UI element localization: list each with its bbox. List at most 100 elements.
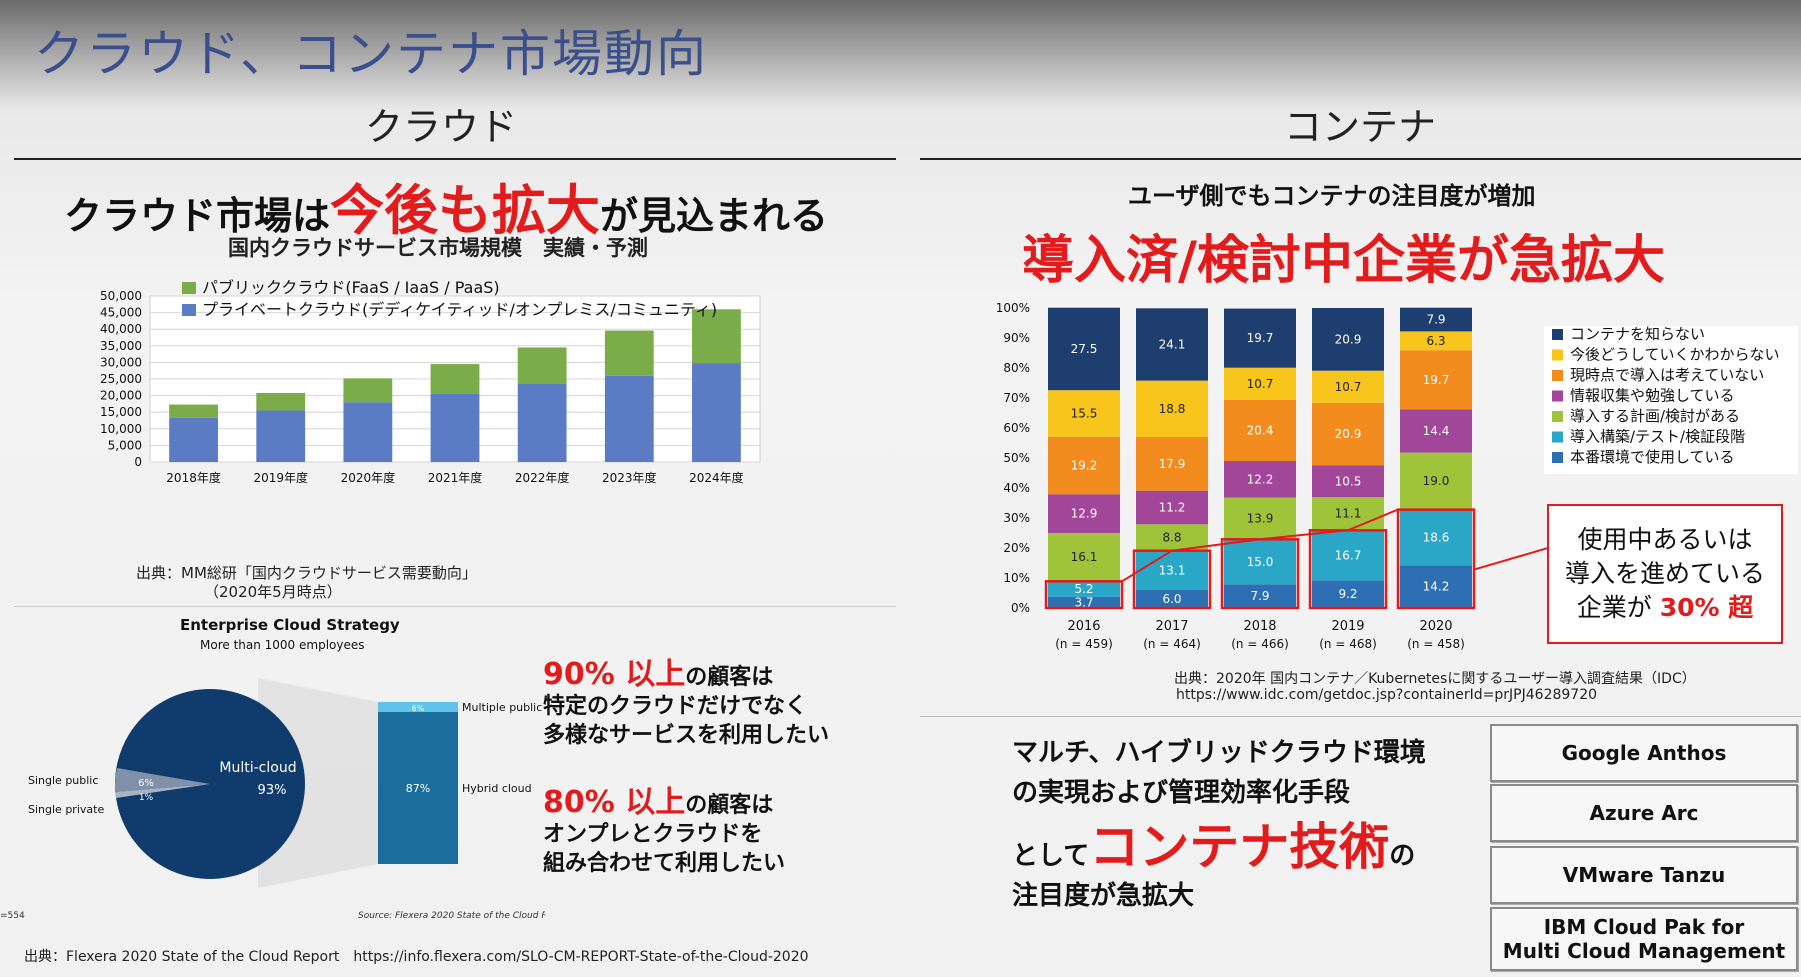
- stat-80-number: 80% 以上: [543, 785, 686, 820]
- container-bar-segment: [1048, 494, 1120, 533]
- stat-90-line2: 特定のクラウドだけでなく: [543, 694, 808, 719]
- cloud-bar-segment: [692, 309, 741, 364]
- legend-public-label: パブリッククラウド(FaaS / IaaS / PaaS): [202, 278, 500, 297]
- summary-line4: 注目度が急拡大: [1012, 881, 1195, 911]
- cloud-chart-y-ticks: 0 5,000 10,000 15,000 20,000 25,000 30,000 35,0…: [100, 289, 142, 469]
- container-segment-label: 10.5: [1335, 474, 1362, 488]
- container-segment-label: 13.9: [1247, 511, 1274, 525]
- container-segment-label: 20.9: [1335, 427, 1362, 441]
- container-segment-label: 14.2: [1423, 580, 1450, 594]
- pie-main-value: 93%: [258, 783, 287, 798]
- container-sample-size-label: (n = 464): [1143, 637, 1201, 651]
- cloud-y-tick-label: 20,000: [100, 389, 142, 403]
- container-bar-segment: [1400, 509, 1472, 566]
- container-bar-segment: [1312, 465, 1384, 497]
- container-sample-size-label: (n = 459): [1055, 637, 1113, 651]
- container-y-tick-label: 30%: [1003, 511, 1030, 525]
- container-segment-label: 16.7: [1335, 548, 1362, 562]
- container-bar-segment: [1224, 539, 1296, 585]
- container-bar-segment: [1224, 399, 1296, 461]
- cloud-chart-bars: [169, 309, 741, 462]
- container-sub-headline: ユーザ側でもコンテナの注目度が増加: [1128, 182, 1536, 210]
- pie-single-public-value: 6%: [138, 778, 154, 789]
- cloud-x-tick-label: 2021年度: [428, 470, 483, 485]
- container-bar-segment: [1400, 350, 1472, 410]
- container-segment-label: 19.2: [1071, 459, 1098, 473]
- right-lower-divider: [920, 716, 1801, 717]
- container-bar-segment: [1224, 367, 1296, 400]
- container-bar-segment: [1136, 437, 1208, 491]
- stat-90-tail: の顧客は: [685, 665, 774, 690]
- cloud-headline-post: が見込まれる: [600, 194, 829, 238]
- cloud-x-tick-label: 2022年度: [515, 470, 570, 485]
- container-chart-x-ticks: 2016 (n = 459) 2017 (n = 464) 2018 (n = 466) 2…: [1055, 619, 1465, 651]
- container-legend-swatch: [1552, 349, 1563, 361]
- cloud-y-tick-label: 0: [134, 455, 142, 469]
- container-sample-size-label: (n = 458): [1407, 637, 1465, 651]
- bar-multiple-public-value: 6%: [412, 704, 425, 713]
- container-segment-label: 9.2: [1338, 587, 1357, 601]
- legend-private-label: プライベートクラウド(デディケイティッド/オンプレミス/コミュニティ): [202, 300, 717, 319]
- container-adoption-box: [1044, 580, 1124, 610]
- tech-vmware-tanzu: VMware Tanzu: [1490, 846, 1798, 904]
- respondent-count: =554: [0, 911, 25, 921]
- container-x-tick-label: 2020: [1419, 619, 1452, 634]
- container-legend-swatch: [1552, 370, 1563, 381]
- container-segment-label: 15.0: [1247, 555, 1274, 569]
- cloud-bar-segment: [256, 392, 306, 411]
- tech-azure-arc: Azure Arc: [1490, 784, 1798, 842]
- cloud-headline: クラウド市場は今後も拡大が見込まれる: [64, 166, 828, 245]
- container-y-tick-label: 10%: [1003, 571, 1030, 585]
- container-bar-segment: [1400, 452, 1472, 510]
- container-segment-label: 14.4: [1423, 424, 1450, 438]
- container-bar-segment: [1136, 308, 1208, 381]
- container-bar-segment: [1136, 550, 1208, 590]
- bar-hybrid-value: 87%: [406, 782, 430, 795]
- container-segment-label: 6.0: [1162, 592, 1181, 606]
- container-legend-swatch: [1552, 329, 1563, 340]
- callout-line3-emphasis: 30% 超: [1659, 593, 1754, 622]
- bar-multiple-public: [378, 702, 458, 712]
- container-legend-label: 本番環境で使用している: [1570, 448, 1735, 466]
- container-segment-label: 13.1: [1159, 563, 1186, 577]
- cloud-chart-legend: パブリッククラウド(FaaS / IaaS / PaaS) プライベートクラウド…: [182, 278, 717, 319]
- strategy-pie-chart: Multi-cloud 93% 6% 1% Single public Sing…: [0, 678, 545, 921]
- container-bar-segment: [1224, 584, 1296, 608]
- strategy-title: Enterprise Cloud Strategy: [180, 616, 400, 634]
- cloud-y-tick-label: 5,000: [108, 438, 142, 452]
- stat-80-line2: オンプレとクラウドを: [543, 822, 763, 847]
- container-trend-line: [1121, 508, 1399, 583]
- slide-title: クラウド、コンテナ市場動向: [34, 25, 708, 83]
- cloud-x-tick-label: 2019年度: [253, 470, 308, 485]
- bar-hybrid: [378, 712, 458, 864]
- container-segment-label: 8.8: [1162, 531, 1181, 545]
- container-segment-label: 15.5: [1071, 406, 1098, 420]
- container-bar-segment: [1312, 497, 1384, 531]
- cloud-headline-pre: クラウド市場は: [64, 194, 331, 238]
- container-segment-label: 10.7: [1335, 380, 1362, 394]
- pie-single-private-value: 1%: [139, 793, 154, 803]
- cloud-bar-segment: [169, 417, 218, 462]
- cloud-y-tick-label: 35,000: [100, 339, 142, 353]
- container-heading-rule: [920, 158, 1801, 160]
- container-bar-segment: [1400, 409, 1472, 453]
- container-segment-label: 7.9: [1426, 313, 1445, 327]
- summary-line3-post: の: [1389, 841, 1416, 871]
- container-legend-label: 導入構築/テスト/検証段階: [1570, 428, 1745, 446]
- container-bar-segment: [1048, 581, 1120, 597]
- stat-80-tail: の顧客は: [685, 793, 774, 818]
- pie-main-label: Multi-cloud: [219, 760, 296, 776]
- container-segment-label: 3.7: [1074, 595, 1093, 609]
- container-legend-swatch: [1552, 431, 1563, 443]
- container-segment-label: 12.9: [1071, 507, 1098, 521]
- cloud-bar-segment: [692, 363, 741, 462]
- container-bar-segment: [1400, 307, 1472, 332]
- container-summary: マルチ、ハイブリッドクラウド環境 の実現および管理効率化手段 としてコンテナ技術…: [1012, 733, 1426, 916]
- container-segment-label: 27.5: [1071, 342, 1098, 356]
- cloud-bar-segment: [343, 402, 393, 462]
- bar-hybrid-label: Hybrid cloud: [462, 782, 532, 795]
- container-adoption-box: [1396, 508, 1476, 610]
- summary-line3-pre: として: [1012, 841, 1090, 871]
- container-segment-label: 24.1: [1159, 337, 1186, 351]
- container-segment-label: 16.1: [1071, 550, 1098, 564]
